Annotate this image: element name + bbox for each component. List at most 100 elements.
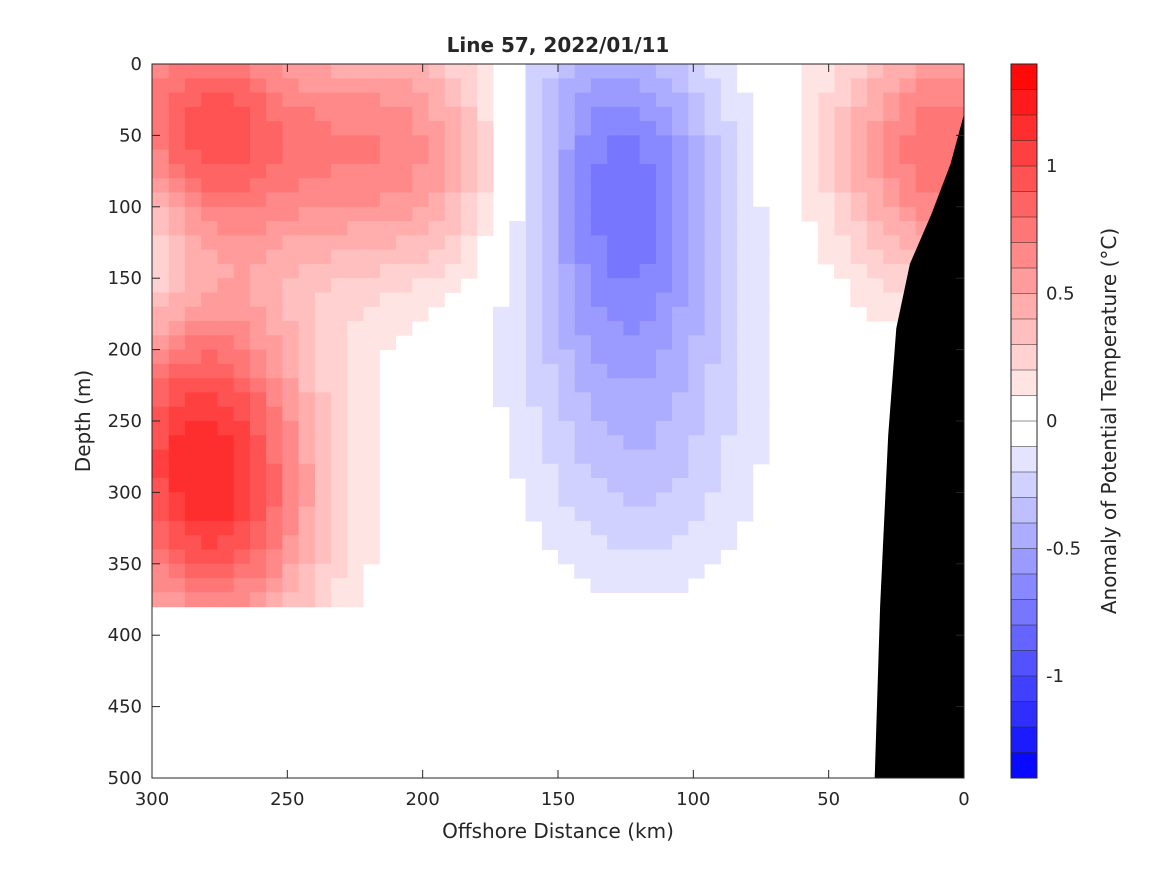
field-cell (346, 549, 364, 565)
field-cell (428, 135, 445, 151)
field-cell (233, 64, 250, 79)
field-cell (281, 521, 299, 536)
y-tick-label: 500 (108, 768, 142, 789)
field-cell (200, 164, 218, 179)
field-cell (655, 235, 673, 251)
field-cell (671, 321, 689, 336)
field-cell (395, 164, 413, 179)
field-cell (590, 92, 608, 108)
field-cell (168, 549, 185, 565)
field-cell (639, 535, 656, 550)
field-cell (217, 435, 234, 451)
field-cell (623, 578, 640, 593)
field-cell (882, 178, 900, 193)
y-tick-label: 350 (108, 554, 142, 575)
field-cell (687, 535, 705, 550)
field-cell (184, 221, 202, 236)
field-cell (704, 392, 721, 408)
field-cell (931, 78, 949, 94)
field-cell (525, 206, 543, 222)
field-cell (850, 206, 867, 222)
field-cell (590, 78, 608, 94)
field-cell (395, 192, 413, 208)
field-cell (590, 406, 608, 422)
field-cell (476, 164, 494, 179)
field-cell (590, 363, 608, 379)
field-cell (590, 378, 608, 393)
field-cell (346, 235, 364, 251)
field-cell (346, 121, 364, 136)
field-cell (525, 506, 543, 522)
field-cell (687, 178, 705, 193)
field-cell (168, 92, 185, 108)
field-cell (525, 263, 543, 279)
field-cell (428, 192, 445, 208)
field-cell (866, 121, 884, 136)
field-cell (217, 206, 234, 222)
field-cell (395, 263, 413, 279)
field-cell (168, 149, 185, 165)
field-cell (639, 78, 656, 94)
field-cell (639, 406, 656, 422)
field-cell (752, 235, 770, 251)
field-cell (817, 135, 835, 151)
field-cell (639, 349, 656, 365)
field-cell (574, 121, 591, 136)
field-cell (363, 149, 380, 165)
field-cell (168, 164, 185, 179)
colorbar-swatch (1011, 89, 1037, 115)
field-cell (460, 178, 478, 193)
field-cell (720, 478, 738, 493)
field-cell (801, 192, 819, 208)
field-cell (217, 121, 234, 136)
field-cell (233, 549, 250, 565)
field-cell (687, 164, 705, 179)
colorbar-swatch (1011, 446, 1037, 472)
field-cell (720, 178, 738, 193)
x-tick-label: 50 (817, 789, 840, 810)
field-cell (899, 192, 916, 208)
field-cell (590, 64, 608, 79)
field-cell (460, 192, 478, 208)
field-cell (314, 435, 332, 451)
field-cell (168, 535, 185, 550)
field-cell (899, 149, 916, 165)
field-cell (671, 121, 689, 136)
field-cell (736, 135, 754, 151)
field-cell (720, 106, 738, 122)
field-cell (314, 392, 332, 408)
field-cell (200, 92, 218, 108)
field-cell (752, 206, 770, 222)
field-cell (444, 178, 461, 193)
field-cell (346, 292, 364, 308)
field-cell (314, 563, 332, 579)
field-cell (265, 263, 283, 279)
field-cell (363, 221, 380, 236)
field-cell (590, 263, 608, 279)
field-cell (882, 106, 900, 122)
field-cell (834, 135, 851, 151)
field-cell (200, 292, 218, 308)
field-cell (168, 292, 185, 308)
field-cell (720, 349, 738, 365)
field-cell (249, 78, 267, 94)
field-cell (330, 106, 348, 122)
field-cell (574, 64, 591, 79)
field-cell (639, 149, 656, 165)
field-cell (184, 449, 202, 465)
field-cell (298, 563, 315, 579)
field-cell (915, 135, 932, 151)
field-cell (298, 506, 315, 522)
field-cell (298, 178, 315, 193)
field-cell (525, 406, 543, 422)
field-cell (655, 521, 673, 536)
field-cell (265, 463, 283, 479)
field-cell (200, 435, 218, 451)
field-cell (314, 535, 332, 550)
field-cell (233, 249, 250, 265)
colorbar: 1 0.5 0 -0.5 -1 (1010, 63, 1081, 779)
field-cell (411, 292, 429, 308)
field-cell (736, 192, 754, 208)
field-cell (200, 249, 218, 265)
